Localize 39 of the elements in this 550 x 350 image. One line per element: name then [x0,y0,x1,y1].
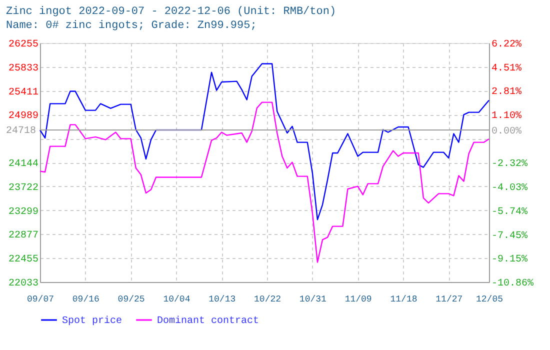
line-series [39,63,490,220]
y-tick-label: 25411 [8,87,38,98]
y-tick-label: 23722 [8,182,38,194]
y2-tick-label: 6.22% [492,40,522,50]
legend-label: Spot price [62,315,122,327]
ref-line-label: 24718 [6,126,36,138]
x-tick-label: 11/27 [436,294,463,304]
y2-tick-label: -7.45% [492,230,528,242]
y2-tick-label: 4.51% [492,63,522,74]
y2-tick-label: -4.03% [492,182,528,194]
y2-tick-label: 2.81% [492,87,522,98]
y-tick-label: 24144 [8,159,38,170]
y-tick-label: 24989 [8,111,38,122]
y2-tick-label: -10.86% [492,278,534,290]
y2-tick-label: -9.15% [492,254,528,266]
y-tick-label: 22455 [8,254,38,266]
y2-tick-label: 0.00% [492,126,522,138]
x-tick-label: 10/22 [254,294,282,304]
y-tick-label: 23299 [8,206,38,218]
y2-tick-label: 1.10% [492,111,522,122]
chart-title: Zinc ingot 2022-09-07 - 2022-12-06 (Unit: RMB/ton) [6,6,336,18]
y2-tick-label: -2.32% [492,159,528,170]
x-tick-label: 12/05 [476,294,504,304]
y-tick-label: 22877 [8,230,38,242]
y-tick-label: 26255 [8,40,38,50]
line-series [39,102,490,263]
y-tick-label: 25833 [8,63,38,74]
x-tick-label: 11/18 [390,294,418,304]
x-tick-label: 09/16 [72,294,100,304]
x-tick-label: 09/25 [118,294,145,304]
x-tick-label: 10/04 [163,294,190,304]
x-tick-label: 11/09 [344,294,372,304]
y2-tick-label: -5.74% [492,206,528,218]
x-tick-label: 09/07 [26,294,54,304]
x-tick-label: 10/13 [208,294,236,304]
y-tick-label: 22033 [8,278,38,290]
legend-label: Dominant contract [157,315,260,327]
x-tick-label: 10/31 [299,294,326,304]
chart-subtitle: Name: 0# zinc ingots; Grade: Zn99.995; [6,20,257,32]
